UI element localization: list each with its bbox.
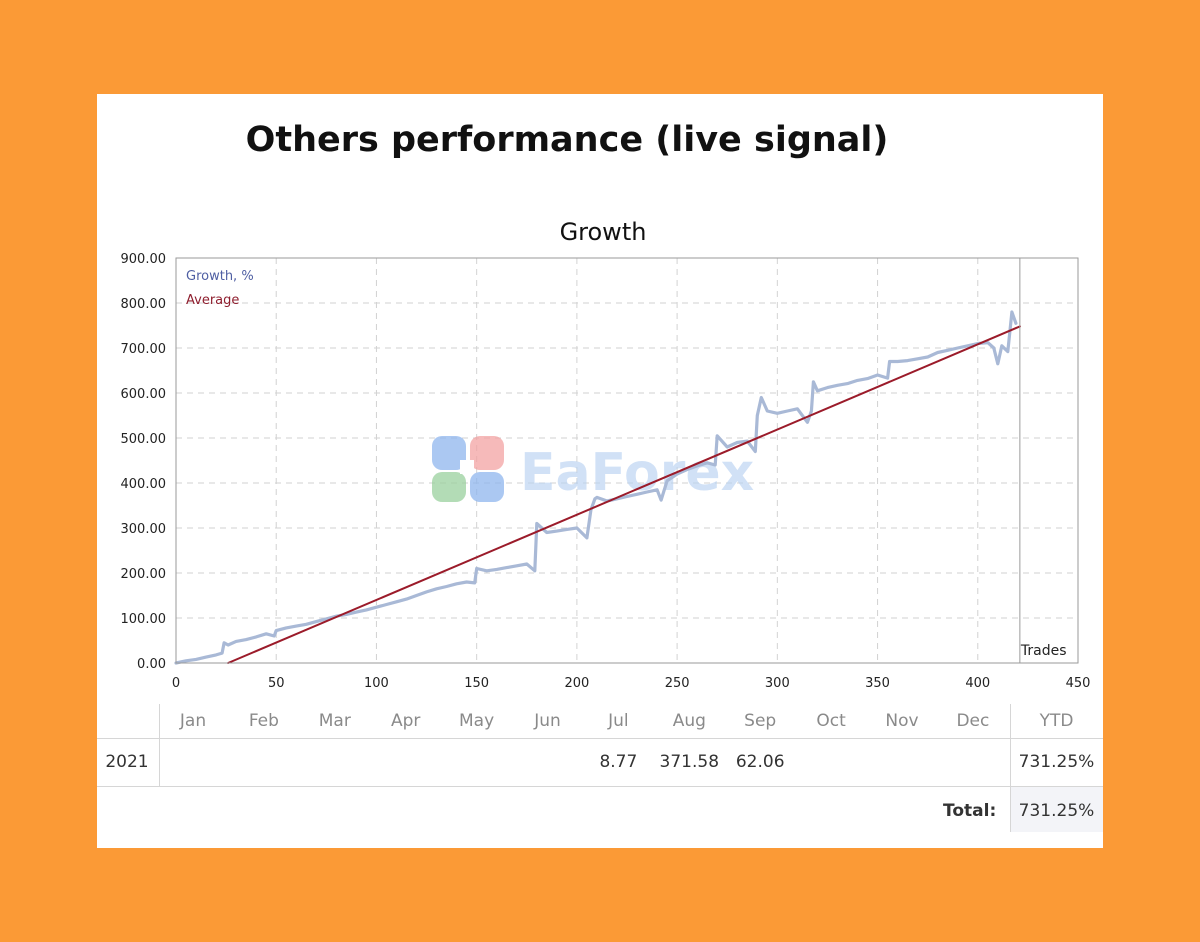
series-layer — [174, 310, 1021, 665]
y-tick-label: 100.00 — [121, 612, 167, 627]
total-label: Total: — [943, 801, 997, 821]
eaforex-watermark-logo — [432, 436, 504, 502]
average-trend-line — [227, 325, 1021, 664]
divider — [97, 786, 1103, 787]
month-header-feb: Feb — [248, 711, 279, 731]
total-value-background — [1010, 786, 1103, 832]
y-tick-label: 200.00 — [121, 567, 167, 582]
month-value-aug: 371.58 — [659, 752, 720, 772]
month-header-mar: Mar — [318, 711, 351, 731]
x-tick-label: 50 — [268, 676, 285, 691]
chart-title: Growth — [560, 218, 647, 246]
y-axis-ticks: 0.00 100.00 200.00 300.00 400.00 500.00 600.00… — [121, 252, 167, 672]
y-tick-label: 400.00 — [121, 477, 167, 492]
year-label: 2021 — [105, 752, 149, 772]
chart-card — [97, 94, 1103, 848]
month-header-jun: Jun — [534, 711, 561, 731]
month-header-aug: Aug — [672, 711, 706, 731]
column-divider — [1010, 704, 1011, 832]
month-header-jan: Jan — [179, 711, 207, 731]
legend-average: Average — [186, 293, 239, 308]
y-tick-label: 500.00 — [121, 432, 167, 447]
y-tick-label: 700.00 — [121, 342, 167, 357]
month-header-oct: Oct — [816, 711, 846, 731]
y-tick-label: 800.00 — [121, 297, 167, 312]
x-tick-label: 250 — [665, 676, 690, 691]
chart-grid — [176, 258, 1078, 663]
x-tick-label: 100 — [364, 676, 389, 691]
table-header-row: Jan Feb Mar Apr May Jun Jul Aug Sep Oct Nov Dec YTD — [97, 704, 1103, 740]
month-header-may: May — [459, 711, 495, 731]
divider — [97, 738, 1103, 739]
x-tick-label: 400 — [965, 676, 990, 691]
trades-label: Trades — [1020, 643, 1067, 659]
plot-frame — [175, 257, 1079, 664]
x-tick-label: 0 — [172, 676, 180, 691]
x-tick-label: 150 — [464, 676, 489, 691]
y-tick-label: 900.00 — [121, 252, 167, 267]
y-tick-label: 0.00 — [137, 657, 166, 672]
ytd-header: YTD — [1039, 711, 1074, 731]
month-header-jul: Jul — [608, 711, 629, 731]
x-tick-label: 200 — [564, 676, 589, 691]
x-axis-ticks: 0 50 100 150 200 250 300 350 400 450 — [172, 676, 1091, 691]
x-tick-label: 350 — [865, 676, 890, 691]
month-value-sep: 62.06 — [735, 752, 785, 772]
x-tick-label: 300 — [765, 676, 790, 691]
table-body: 2021 8.77 371.58 62.06 731.25% — [97, 738, 1103, 786]
column-divider — [159, 704, 160, 786]
page-heading: Others performance (live signal) — [245, 120, 889, 160]
month-header-nov: Nov — [885, 711, 919, 731]
month-header-dec: Dec — [956, 711, 990, 731]
month-value-jul: 8.77 — [599, 752, 638, 772]
total-value: 731.25% — [1018, 801, 1095, 821]
y-tick-label: 300.00 — [121, 522, 167, 537]
month-header-sep: Sep — [744, 711, 777, 731]
x-tick-label: 450 — [1066, 676, 1091, 691]
month-header-apr: Apr — [390, 711, 421, 731]
ytd-value: 731.25% — [1018, 752, 1095, 772]
legend-growth: Growth, % — [186, 269, 254, 284]
y-tick-label: 600.00 — [121, 387, 167, 402]
